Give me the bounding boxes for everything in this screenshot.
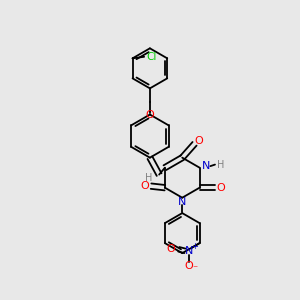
Text: H: H (218, 160, 225, 170)
Text: N: N (178, 196, 186, 206)
Text: Cl: Cl (147, 52, 157, 62)
Text: ⁻: ⁻ (192, 264, 197, 274)
Text: O: O (195, 136, 204, 146)
Text: O: O (146, 110, 154, 119)
Text: O: O (184, 261, 193, 271)
Text: +: + (191, 242, 198, 251)
Text: O: O (217, 183, 226, 193)
Text: H: H (145, 173, 152, 183)
Text: O: O (140, 181, 149, 191)
Text: N: N (202, 161, 210, 171)
Text: N: N (184, 246, 193, 256)
Text: O: O (166, 244, 175, 254)
